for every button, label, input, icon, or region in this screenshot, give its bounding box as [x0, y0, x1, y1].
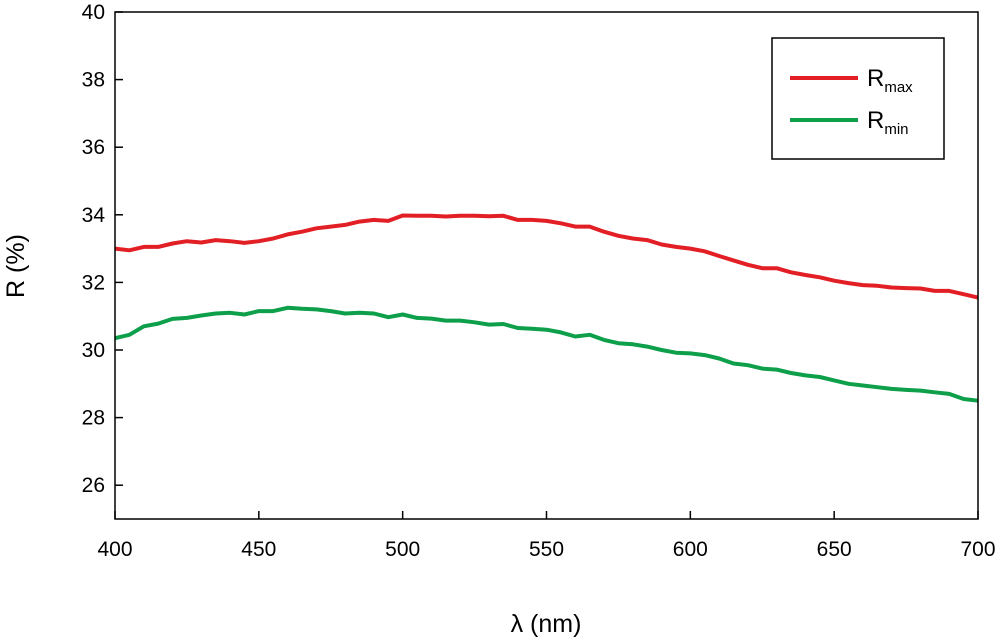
plot-frame — [114, 11, 979, 520]
y-axis-title: R (%) — [2, 234, 30, 298]
y-tick-label: 34 — [82, 204, 106, 227]
legend-box — [771, 37, 945, 160]
x-tick-label: 700 — [960, 538, 995, 561]
series-line-max — [114, 213, 979, 300]
y-tick-label: 26 — [82, 474, 105, 497]
y-tick-label: 36 — [82, 136, 105, 159]
y-tick-label: 28 — [82, 407, 105, 430]
y-tick-label: 38 — [82, 69, 105, 92]
x-axis-title: λ (nm) — [511, 610, 582, 638]
x-tick-label: 650 — [817, 538, 852, 561]
series-layer — [114, 213, 979, 403]
x-tick-label: 600 — [673, 538, 708, 561]
x-tick-label: 550 — [529, 538, 564, 561]
x-tick-label: 450 — [241, 538, 276, 561]
series-line-min — [114, 305, 979, 403]
x-axis-ticks: 400 450 500 550 600 650 700 — [97, 511, 996, 561]
y-axis-ticks: 26 28 30 32 34 36 38 40 — [82, 1, 123, 497]
y-tick-label: 40 — [82, 1, 105, 24]
y-tick-label: 30 — [82, 339, 105, 362]
y-tick-label: 32 — [82, 271, 105, 294]
x-tick-label: 500 — [385, 538, 420, 561]
x-tick-label: 400 — [97, 538, 132, 561]
